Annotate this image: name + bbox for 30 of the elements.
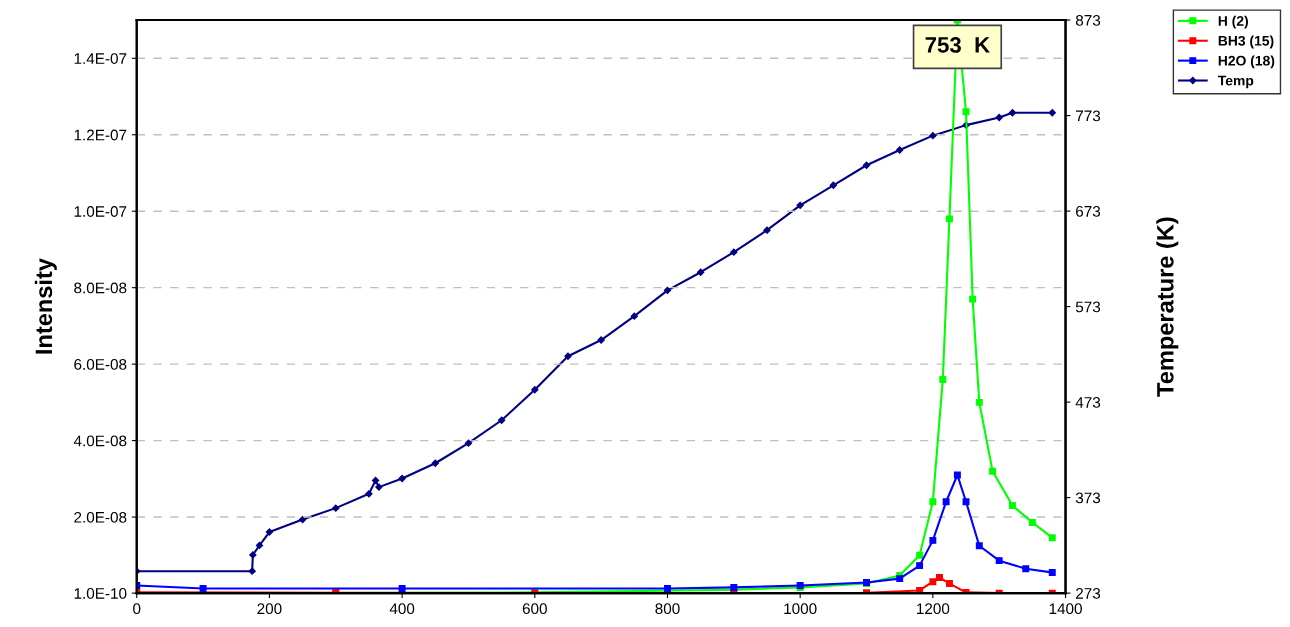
y2-tick-label: 473 [1075, 396, 1101, 408]
x-tick-label: 600 [522, 603, 547, 615]
y-tick-label: 1.0E-07 [74, 206, 127, 217]
x-tick-label: 1000 [784, 603, 817, 615]
y2-tick-label: 373 [1075, 492, 1101, 504]
x-tick-label: 200 [257, 603, 282, 615]
y-tick-label: 1.4E-07 [74, 53, 127, 64]
y-tick-label: 1.0E-10 [74, 588, 127, 599]
y-tick-label: 2.0E-08 [74, 511, 127, 523]
y2-tick-label: 273 [1076, 588, 1101, 599]
x-tick-label: 800 [655, 603, 680, 615]
x-tick-label: 0 [133, 603, 141, 615]
legend-label: BH3 (15) [1218, 35, 1274, 49]
y-tick-label: 4.0E-08 [73, 435, 127, 447]
annotation: 753 K [925, 37, 990, 53]
y-tick-label: 8.0E-08 [74, 282, 127, 294]
x-tick-label: 400 [389, 603, 415, 615]
x-tick-label: 1400 [1049, 603, 1082, 615]
y2-tick-label: 873 [1075, 14, 1101, 26]
y-tick-label: 1.2E-07 [74, 129, 127, 141]
y2-tick-label: 773 [1076, 110, 1101, 122]
legend-label: H (2) [1218, 15, 1248, 29]
legend-label: H2O (18) [1218, 55, 1275, 69]
legend-label: Temp [1217, 75, 1254, 89]
y-tick-label: 6.0E-08 [74, 359, 127, 370]
y2-tick-label: 673 [1076, 205, 1101, 217]
y-axis-title: Intensity [34, 258, 57, 354]
y2-tick-label: 573 [1075, 301, 1101, 313]
y2-axis-title: Temperature (K) [1156, 217, 1179, 397]
x-tick-label: 1200 [917, 603, 950, 615]
